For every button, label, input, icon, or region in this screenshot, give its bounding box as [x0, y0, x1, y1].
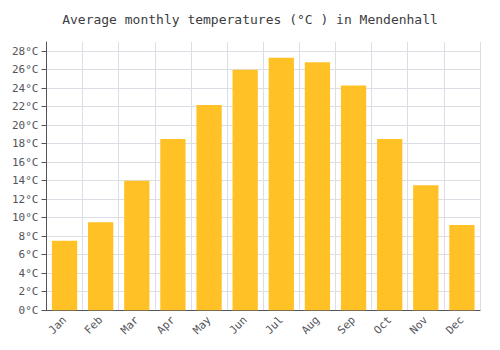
svg-text:Dec: Dec: [443, 314, 466, 337]
svg-text:Apr: Apr: [154, 313, 177, 336]
svg-text:Sep: Sep: [335, 314, 358, 337]
svg-text:10°C: 10°C: [12, 211, 39, 224]
svg-text:16°C: 16°C: [12, 156, 39, 169]
svg-text:Average monthly temperatures (: Average monthly temperatures (°C ) in Me…: [62, 12, 438, 27]
svg-text:0°C: 0°C: [19, 304, 39, 317]
svg-text:28°C: 28°C: [12, 45, 39, 58]
svg-text:6°C: 6°C: [19, 248, 39, 261]
svg-text:Feb: Feb: [82, 314, 105, 337]
svg-text:Oct: Oct: [371, 314, 394, 337]
svg-text:4°C: 4°C: [19, 267, 39, 280]
svg-text:Jul: Jul: [263, 314, 286, 337]
svg-text:8°C: 8°C: [19, 230, 39, 243]
svg-text:20°C: 20°C: [12, 119, 39, 132]
svg-text:12°C: 12°C: [12, 193, 39, 206]
svg-text:26°C: 26°C: [12, 63, 39, 76]
svg-text:24°C: 24°C: [12, 82, 39, 95]
svg-text:Nov: Nov: [407, 313, 430, 336]
svg-text:Aug: Aug: [299, 314, 322, 337]
svg-text:Mar: Mar: [118, 313, 141, 336]
svg-text:14°C: 14°C: [12, 174, 39, 187]
svg-text:Jan: Jan: [46, 314, 69, 337]
svg-text:2°C: 2°C: [19, 285, 39, 298]
svg-text:22°C: 22°C: [12, 100, 39, 113]
svg-text:18°C: 18°C: [12, 137, 39, 150]
svg-text:May: May: [190, 313, 213, 336]
svg-text:Jun: Jun: [227, 314, 250, 337]
